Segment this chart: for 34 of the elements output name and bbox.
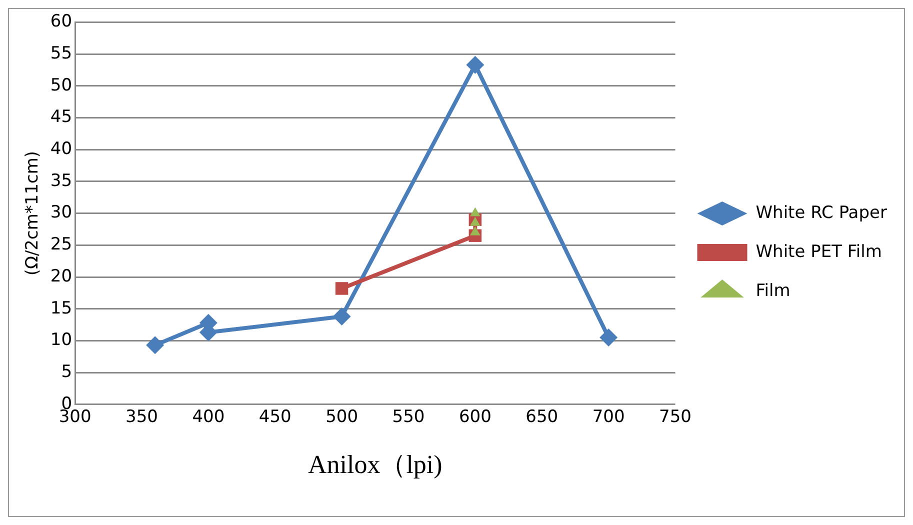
x-tick-label: 600 bbox=[458, 407, 492, 428]
y-tick-label: 40 bbox=[50, 139, 72, 160]
y-tick-label: 5 bbox=[61, 362, 72, 382]
y-tick-label: 50 bbox=[50, 75, 72, 96]
y-tick-label: 55 bbox=[50, 43, 72, 64]
y-tick-label: 60 bbox=[50, 12, 72, 32]
point bbox=[335, 282, 348, 295]
x-tick-label: 650 bbox=[526, 407, 558, 428]
point bbox=[600, 328, 618, 347]
legend-label: White RC Paper bbox=[756, 202, 887, 223]
y-tick-label: 35 bbox=[50, 170, 72, 191]
y-tick-label: 10 bbox=[50, 330, 72, 350]
point bbox=[466, 56, 484, 74]
x-axis-title: Anilox（lpi) bbox=[308, 450, 442, 480]
point bbox=[470, 216, 480, 226]
y-axis-title: (Ω/2cm*11cm) bbox=[22, 150, 43, 276]
y-tick-label: 15 bbox=[50, 298, 72, 318]
x-tick-label: 700 bbox=[592, 407, 625, 428]
point bbox=[146, 336, 164, 354]
legend-label: Film bbox=[756, 280, 790, 301]
y-tick-label: 30 bbox=[50, 202, 72, 223]
point bbox=[470, 226, 480, 236]
x-tick-label: 350 bbox=[125, 407, 158, 428]
y-tick-label: 25 bbox=[50, 234, 72, 255]
x-tick-label: 500 bbox=[326, 407, 358, 428]
point bbox=[470, 207, 480, 216]
y-tick-label: 45 bbox=[50, 107, 72, 128]
x-tick-label: 400 bbox=[192, 407, 225, 428]
legend-label: White PET Film bbox=[756, 242, 882, 262]
x-tick-label: 450 bbox=[258, 407, 292, 428]
y-tick-label: 20 bbox=[50, 266, 72, 286]
x-tick-label: 750 bbox=[659, 407, 692, 428]
x-tick-label: 550 bbox=[392, 407, 425, 428]
point bbox=[332, 307, 351, 326]
